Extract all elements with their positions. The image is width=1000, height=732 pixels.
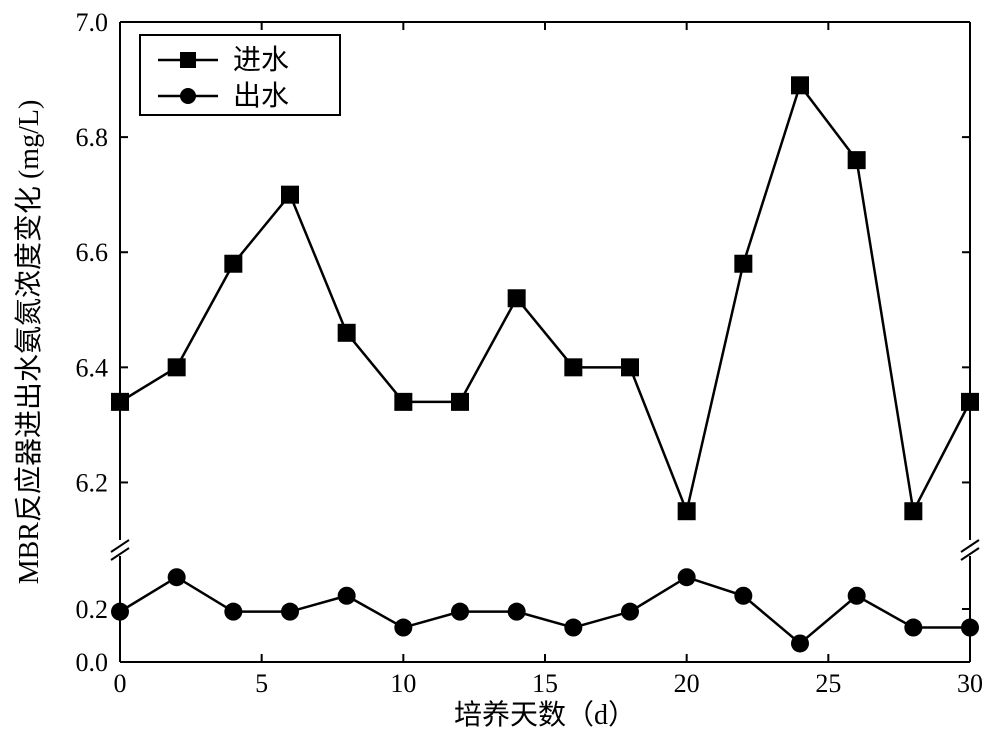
marker-square bbox=[281, 186, 299, 204]
series-line-1 bbox=[120, 577, 970, 643]
marker-square bbox=[678, 502, 696, 520]
x-axis-title: 培养天数（d） bbox=[454, 699, 636, 731]
marker-circle bbox=[904, 619, 922, 637]
marker-circle bbox=[508, 603, 526, 621]
svg-text:0: 0 bbox=[114, 669, 127, 698]
marker-circle bbox=[281, 603, 299, 621]
svg-text:0.2: 0.2 bbox=[76, 595, 109, 624]
marker-circle bbox=[848, 587, 866, 605]
marker-circle bbox=[451, 603, 469, 621]
marker-square bbox=[564, 358, 582, 376]
svg-text:20: 20 bbox=[674, 669, 700, 698]
marker-circle bbox=[224, 603, 242, 621]
svg-text:30: 30 bbox=[957, 669, 983, 698]
svg-text:25: 25 bbox=[815, 669, 841, 698]
marker-square bbox=[168, 358, 186, 376]
svg-text:10: 10 bbox=[390, 669, 416, 698]
marker-circle bbox=[961, 619, 979, 637]
legend-label-0: 进水 bbox=[233, 44, 289, 76]
marker-circle bbox=[168, 568, 186, 586]
marker-circle bbox=[791, 634, 809, 652]
marker-circle bbox=[621, 603, 639, 621]
svg-text:6.2: 6.2 bbox=[76, 468, 109, 497]
y-axis-title: MBR反应器进出水氨氮浓度变化 (mg/L) bbox=[13, 100, 45, 585]
svg-text:15: 15 bbox=[532, 669, 558, 698]
svg-text:0.0: 0.0 bbox=[76, 648, 109, 677]
marker-square bbox=[111, 393, 129, 411]
marker-circle bbox=[678, 568, 696, 586]
marker-circle bbox=[111, 603, 129, 621]
marker-square bbox=[224, 255, 242, 273]
svg-text:6.8: 6.8 bbox=[76, 123, 109, 152]
svg-text:6.6: 6.6 bbox=[76, 238, 109, 267]
marker-square bbox=[961, 393, 979, 411]
marker-circle bbox=[734, 587, 752, 605]
chart-container: 0 5 10 15 20 25 30 0.0 0.2 6.2 6.4 6.6 6.8 7.0 培养天数（d）… bbox=[0, 0, 1000, 732]
marker-circle bbox=[338, 587, 356, 605]
marker-square bbox=[734, 255, 752, 273]
marker-square bbox=[394, 393, 412, 411]
marker-square bbox=[848, 151, 866, 169]
marker-circle bbox=[564, 619, 582, 637]
marker-square bbox=[338, 324, 356, 342]
marker-square bbox=[451, 393, 469, 411]
marker-circle bbox=[394, 619, 412, 637]
marker-square bbox=[621, 358, 639, 376]
marker-square bbox=[791, 76, 809, 94]
chart-svg: 0 5 10 15 20 25 30 0.0 0.2 6.2 6.4 6.6 6.8 7.0 培养天数（d）… bbox=[0, 0, 1000, 732]
svg-text:7.0: 7.0 bbox=[76, 8, 109, 37]
svg-text:6.4: 6.4 bbox=[76, 353, 109, 382]
svg-text:5: 5 bbox=[255, 669, 268, 698]
marker-square bbox=[508, 289, 526, 307]
marker-square bbox=[904, 502, 922, 520]
series-line-0 bbox=[120, 85, 970, 511]
legend-label-1: 出水 bbox=[233, 80, 289, 112]
